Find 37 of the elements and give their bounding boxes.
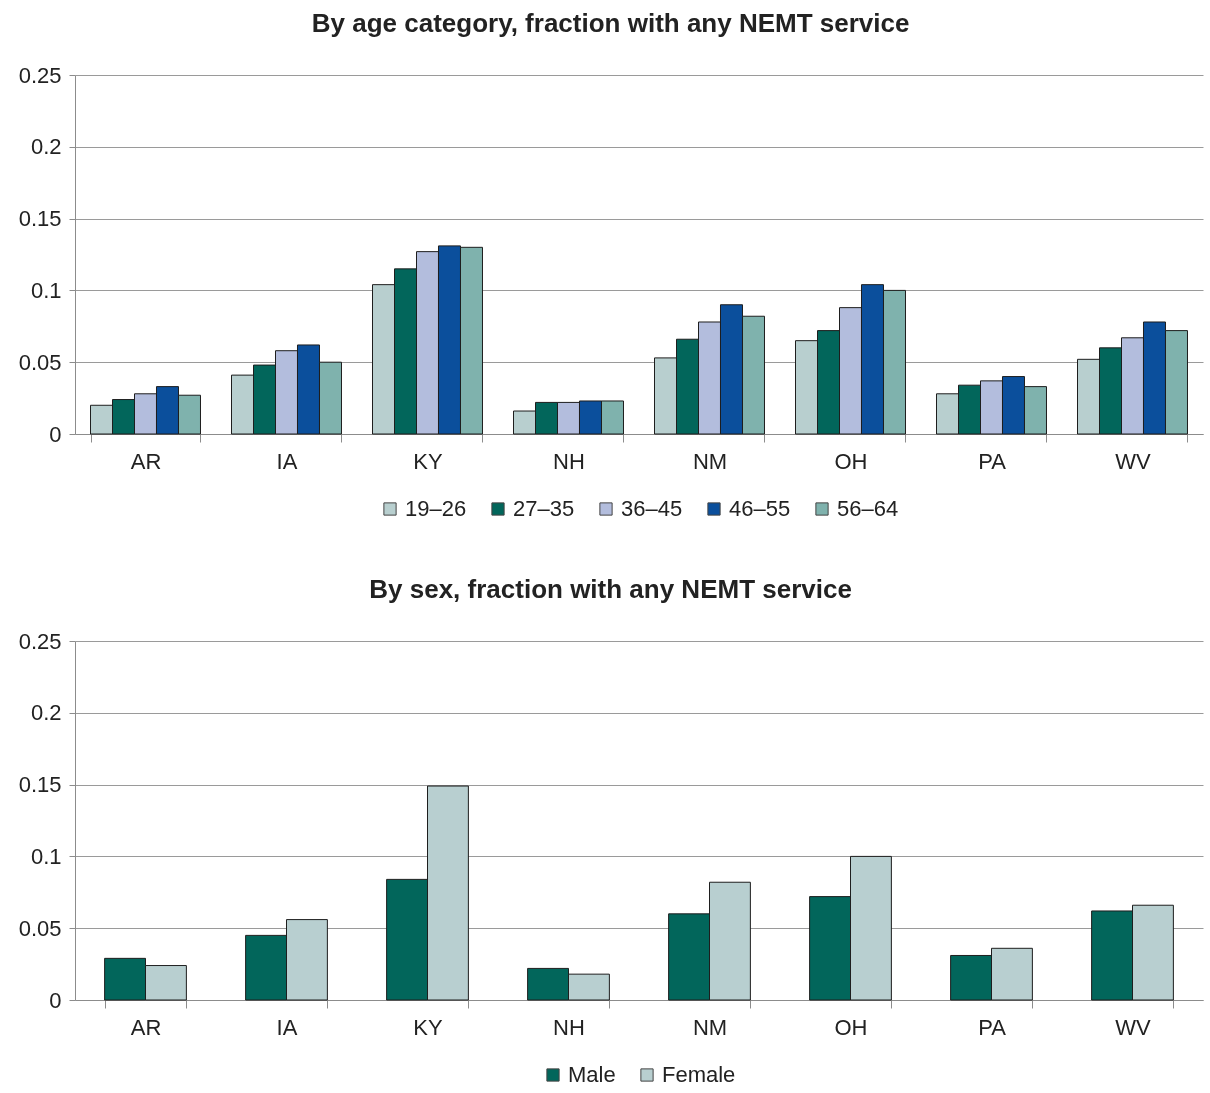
x-tick-label: NM xyxy=(692,1014,728,1040)
chart-title: By age category, fraction with any NEMT service xyxy=(311,8,910,38)
x-tick-label: KY xyxy=(413,448,443,474)
x-tick-label: NM xyxy=(692,448,728,474)
x-tick-label: WV xyxy=(1115,1014,1152,1040)
y-tick-label: 0 xyxy=(49,987,62,1013)
x-tick-label: OH xyxy=(834,1014,868,1040)
y-tick-label: 0.2 xyxy=(30,134,62,160)
y-tick-label: 0.25 xyxy=(18,628,62,654)
x-tick-label: KY xyxy=(413,1014,443,1040)
y-tick-label: 0.05 xyxy=(18,349,62,375)
y-tick-label: 0.1 xyxy=(30,843,62,869)
y-tick-label: 0.05 xyxy=(18,915,62,941)
legend-label: 36–45 xyxy=(621,496,683,521)
legend-label: 46–55 xyxy=(729,496,791,521)
legend-label: 27–35 xyxy=(513,496,575,521)
x-tick-label: PA xyxy=(978,448,1007,474)
x-tick-label: IA xyxy=(276,1014,298,1040)
legend-label: Male xyxy=(568,1062,616,1087)
legend-label: 19–26 xyxy=(405,496,467,521)
y-tick-label: 0.2 xyxy=(30,700,62,726)
chart-title: By sex, fraction with any NEMT service xyxy=(369,574,852,604)
x-tick-label: NH xyxy=(553,448,585,474)
x-tick-label: OH xyxy=(834,448,868,474)
y-tick-label: 0.25 xyxy=(18,62,62,88)
x-tick-label: PA xyxy=(978,1014,1007,1040)
x-tick-label: WV xyxy=(1115,448,1152,474)
y-tick-label: 0 xyxy=(49,421,62,447)
legend-label: Female xyxy=(662,1062,736,1087)
x-tick-label: IA xyxy=(276,448,298,474)
y-tick-label: 0.1 xyxy=(30,277,62,303)
x-tick-label: NH xyxy=(553,1014,585,1040)
legend-label: 56–64 xyxy=(837,496,899,521)
y-tick-label: 0.15 xyxy=(18,206,62,232)
x-tick-label: AR xyxy=(130,1014,162,1040)
x-tick-label: AR xyxy=(130,448,162,474)
y-tick-label: 0.15 xyxy=(18,772,62,798)
